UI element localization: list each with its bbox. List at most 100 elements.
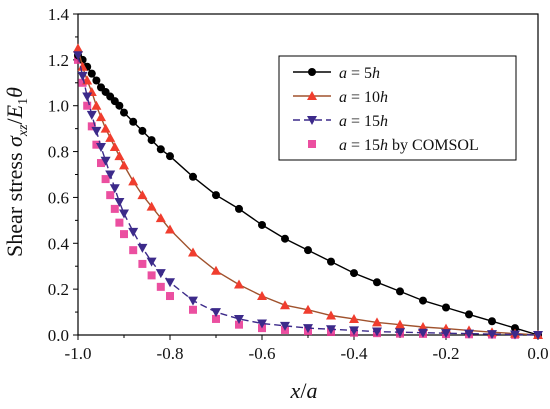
- data-point: [115, 101, 124, 110]
- data-point: [188, 296, 198, 306]
- x-tick-label: -0.2: [433, 344, 460, 363]
- data-point: [92, 76, 101, 85]
- series-line: [77, 55, 539, 336]
- data-point: [83, 101, 92, 110]
- data-point: [465, 310, 473, 319]
- data-point: [166, 292, 174, 301]
- data-point: [418, 328, 428, 338]
- data-point: [100, 123, 111, 133]
- data-point: [303, 324, 313, 334]
- data-point: [372, 327, 382, 337]
- legend-label-eq: = 10: [347, 89, 380, 106]
- data-point: [129, 246, 138, 255]
- legend-item-2: a = 10h: [293, 89, 388, 106]
- data-point: [96, 142, 106, 152]
- data-point: [189, 305, 197, 314]
- legend-label: a = 5h: [339, 65, 380, 82]
- data-point: [165, 278, 175, 288]
- data-point: [115, 218, 124, 227]
- data-point: [308, 140, 316, 148]
- data-point: [97, 159, 105, 168]
- data-point: [281, 234, 289, 243]
- data-point: [120, 230, 128, 239]
- data-point: [350, 269, 358, 278]
- data-point: [395, 319, 405, 329]
- legend-label: a = 10h: [339, 89, 388, 106]
- data-point: [165, 224, 175, 234]
- legend-label-unit: h: [380, 113, 388, 130]
- data-point: [120, 108, 128, 117]
- x-axis-title-var: x: [290, 378, 301, 403]
- data-point: [109, 184, 120, 194]
- data-point: [280, 321, 290, 331]
- x-axis-title-den: a: [306, 378, 317, 403]
- data-point: [110, 204, 119, 213]
- y-tick-label: 1.0: [48, 97, 69, 116]
- y-tick-label: 0.4: [48, 234, 70, 253]
- x-tick-label: -0.8: [157, 344, 184, 363]
- data-point: [326, 310, 336, 320]
- x-tick-label: -0.4: [341, 344, 368, 363]
- data-point: [138, 126, 147, 135]
- y-axis-title-slash: /: [2, 117, 27, 124]
- x-axis-title: x/a: [290, 378, 318, 403]
- data-point: [464, 329, 474, 339]
- legend-label-var: a: [339, 113, 347, 130]
- data-point: [442, 303, 450, 312]
- data-point: [488, 317, 496, 326]
- legend-box: [278, 55, 517, 161]
- data-point: [77, 61, 88, 71]
- data-point: [372, 317, 382, 327]
- data-point: [137, 243, 148, 253]
- data-point: [119, 209, 129, 219]
- data-point: [349, 326, 359, 336]
- data-point: [303, 304, 313, 314]
- y-axis-title-text: Shear stress: [2, 147, 27, 257]
- legend-label-var: a: [339, 137, 347, 154]
- data-point: [235, 204, 243, 213]
- data-point: [105, 170, 116, 180]
- data-point: [419, 296, 427, 305]
- data-point: [146, 201, 157, 211]
- data-point: [128, 176, 139, 186]
- data-point: [91, 100, 102, 110]
- series-1: [74, 51, 542, 339]
- data-point: [326, 325, 336, 335]
- data-point: [77, 71, 88, 81]
- data-point: [258, 220, 266, 229]
- data-point: [307, 116, 317, 125]
- legend-label-unit: h: [380, 137, 388, 154]
- data-point: [146, 257, 157, 267]
- legend-label-suffix: by COMSOL: [388, 137, 479, 154]
- y-axis-ticks: 0.0 0.2 0.4 0.6 0.8 1.0 1.2 1.4: [48, 5, 78, 345]
- legend-label-unit: h: [380, 89, 388, 106]
- data-point: [109, 141, 120, 151]
- y-axis-title-theta: θ: [2, 87, 27, 98]
- data-point: [114, 198, 125, 208]
- data-point: [92, 140, 101, 149]
- data-point: [147, 136, 156, 145]
- series-3: [73, 51, 543, 340]
- x-tick-label: 0.0: [527, 344, 548, 363]
- data-point: [128, 227, 139, 237]
- data-point: [73, 43, 83, 53]
- data-point: [211, 265, 221, 275]
- series-layer: [73, 43, 543, 340]
- y-tick-label: 0.6: [48, 188, 69, 207]
- legend-item-3: a = 15h: [293, 113, 388, 130]
- x-axis-ticks: -1.0 -0.8 -0.6 -0.4 -0.2 0.0: [65, 335, 549, 363]
- x-tick-label: -0.6: [249, 344, 276, 363]
- data-point: [155, 269, 166, 279]
- y-tick-label: 0.2: [48, 280, 69, 299]
- data-point: [166, 152, 174, 161]
- data-point: [212, 314, 220, 323]
- data-point: [101, 175, 110, 184]
- y-axis-title-e: E: [2, 104, 27, 119]
- y-tick-label: 1.4: [48, 5, 70, 24]
- data-point: [234, 314, 244, 324]
- data-point: [373, 278, 381, 287]
- data-point: [304, 246, 312, 255]
- data-point: [395, 328, 405, 338]
